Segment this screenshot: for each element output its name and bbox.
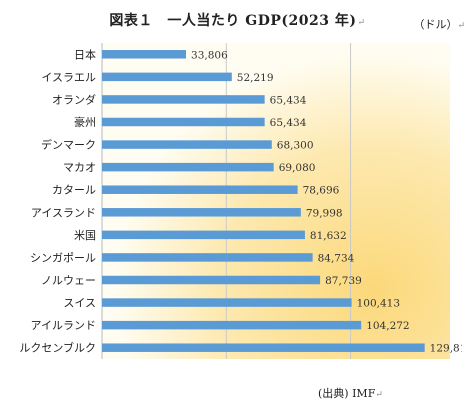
bar-5 bbox=[102, 162, 274, 172]
category-label-9: シンガポール bbox=[30, 251, 96, 264]
category-label-5: マカオ bbox=[63, 161, 96, 174]
value-labels: 33,806 52,219 65,434 65,434 68,300 69,080 78,6… bbox=[191, 49, 473, 355]
bar-13 bbox=[102, 343, 425, 352]
bar-8 bbox=[102, 230, 305, 240]
category-label-8: 米国 bbox=[74, 229, 96, 242]
category-label-7: アイスランド bbox=[31, 206, 96, 219]
value-label-2: 65,434 bbox=[270, 94, 307, 106]
value-label-11: 100,413 bbox=[357, 298, 400, 310]
bar-11 bbox=[102, 298, 352, 307]
value-label-7: 79,998 bbox=[306, 207, 343, 219]
bar-chart: 日本イスラエルオランダ豪州デンマークマカオカタールアイスランド米国シンガポールノ… bbox=[2, 35, 473, 365]
source-note: (出典) IMF↵ bbox=[318, 387, 383, 400]
bar-1 bbox=[102, 72, 232, 82]
category-label-2: オランダ bbox=[52, 92, 96, 106]
value-label-1: 52,219 bbox=[237, 72, 274, 84]
value-label-12: 104,272 bbox=[366, 320, 409, 332]
value-label-5: 69,080 bbox=[279, 162, 316, 174]
bar-0 bbox=[102, 50, 187, 59]
category-label-11: スイス bbox=[63, 297, 96, 310]
category-label-4: デンマーク bbox=[41, 138, 96, 152]
bars bbox=[102, 50, 425, 352]
value-label-4: 68,300 bbox=[277, 140, 314, 152]
value-label-13: 129,810 bbox=[430, 343, 462, 355]
bar-4 bbox=[102, 140, 272, 149]
category-label-1: イスラエル bbox=[41, 71, 96, 84]
bar-6 bbox=[102, 185, 298, 194]
bar-10 bbox=[102, 275, 321, 285]
category-labels: 日本イスラエルオランダ豪州デンマークマカオカタールアイスランド米国シンガポールノ… bbox=[19, 47, 96, 354]
bar-9 bbox=[102, 253, 313, 262]
bar-7 bbox=[102, 208, 301, 217]
bar-2 bbox=[102, 95, 265, 104]
bar-12 bbox=[102, 320, 362, 330]
category-label-13: ルクセンブルク bbox=[19, 341, 96, 355]
unit-label: （ドル）↵ bbox=[413, 18, 465, 31]
category-label-10: ノルウェー bbox=[41, 274, 96, 287]
value-label-3: 65,434 bbox=[270, 117, 307, 129]
value-label-9: 84,734 bbox=[318, 252, 355, 264]
bar-3 bbox=[102, 117, 265, 127]
value-label-6: 78,696 bbox=[303, 185, 340, 197]
chart-title: 図表１ 一人当たり GDP(2023 年)↵ bbox=[109, 13, 366, 29]
value-label-0: 33,806 bbox=[191, 49, 228, 61]
category-label-12: アイルランド bbox=[31, 319, 96, 332]
category-label-6: カタール bbox=[52, 184, 96, 197]
category-label-3: 豪州 bbox=[74, 115, 96, 129]
category-label-0: 日本 bbox=[74, 47, 96, 61]
plot-area bbox=[102, 43, 450, 359]
value-label-10: 87,739 bbox=[325, 275, 362, 287]
value-label-8: 81,632 bbox=[310, 230, 347, 242]
bar-chart-svg: 日本イスラエルオランダ豪州デンマークマカオカタールアイスランド米国シンガポールノ… bbox=[19, 43, 473, 359]
